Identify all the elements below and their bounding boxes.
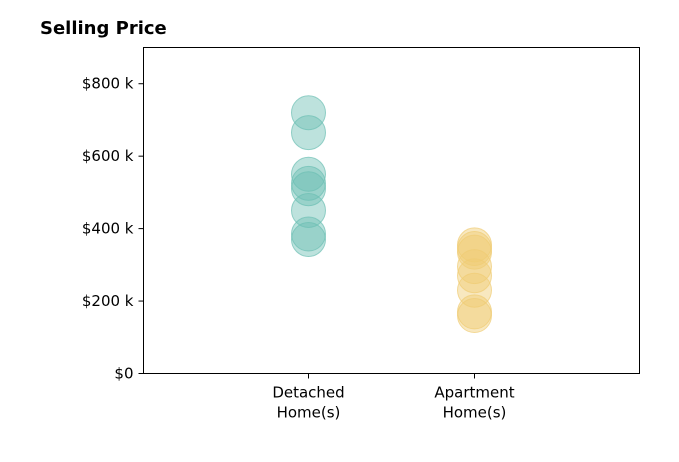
data-point [291, 171, 326, 207]
y-tick-label: $600 k [82, 147, 134, 165]
x-tick-label: Detached Home(s) [272, 384, 344, 422]
data-point [291, 115, 326, 151]
data-point [457, 272, 492, 308]
chart-title: Selling Price [40, 18, 167, 39]
y-tick-label: $200 k [82, 292, 134, 310]
data-point [291, 95, 326, 131]
plot-frame [143, 47, 640, 374]
data-point [457, 298, 492, 334]
data-point [291, 165, 326, 201]
y-tick-label: $0 [114, 365, 133, 383]
y-tick-label: $800 k [82, 75, 134, 93]
data-point [291, 156, 326, 192]
data-points [291, 95, 492, 334]
data-point [291, 221, 326, 257]
x-axis: Detached Home(s) Apartment Home(s) [272, 373, 515, 422]
x-tick-label: Apartment Home(s) [434, 384, 514, 422]
y-tick-label: $400 k [82, 220, 134, 238]
y-axis: $0 $200 k $400 k $600 k $800 k [82, 75, 144, 383]
data-point [457, 258, 492, 294]
data-point [291, 216, 326, 252]
